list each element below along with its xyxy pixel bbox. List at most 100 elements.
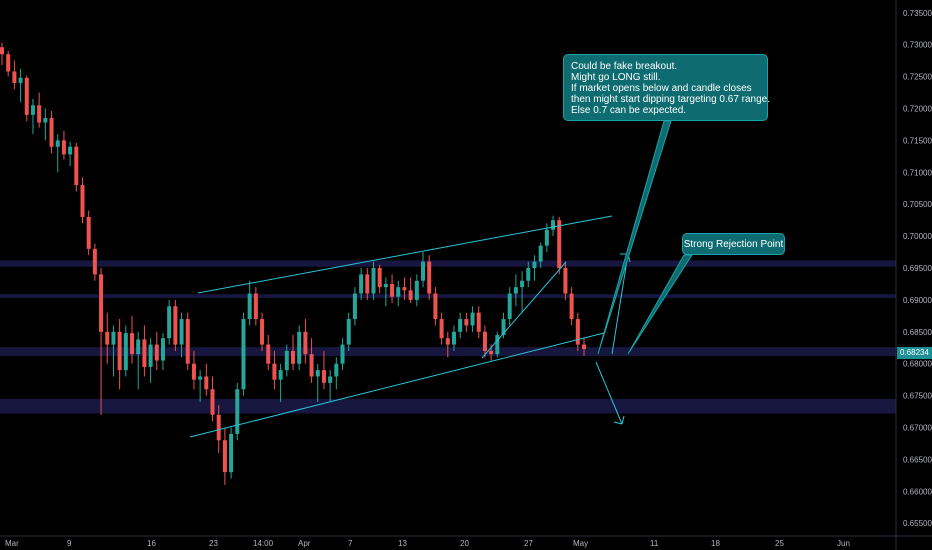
price-tick-label: 0.66500 xyxy=(903,455,932,464)
candle xyxy=(569,287,574,326)
price-tick-label: 0.68500 xyxy=(903,328,932,337)
candle xyxy=(253,287,258,326)
candle xyxy=(272,350,277,390)
price-tick-label: 0.70500 xyxy=(903,200,932,209)
price-tick-label: 0.65500 xyxy=(903,519,932,528)
note-line-5: Else 0.7 can be expected. xyxy=(571,105,687,116)
candle xyxy=(61,130,66,160)
candle xyxy=(334,357,339,390)
candle xyxy=(185,312,190,371)
candle xyxy=(309,338,314,383)
candle xyxy=(105,312,110,364)
channel-upper-line[interactable] xyxy=(197,215,613,294)
candle xyxy=(390,274,395,304)
candle xyxy=(284,344,289,377)
candle xyxy=(526,261,531,288)
inner-trend-line[interactable] xyxy=(481,261,567,359)
candle xyxy=(123,325,128,377)
candle xyxy=(154,331,159,371)
candle xyxy=(470,306,475,332)
price-tick-label: 0.69500 xyxy=(903,264,932,273)
candle xyxy=(291,335,295,371)
candle xyxy=(111,325,116,377)
candle xyxy=(260,312,265,351)
candle xyxy=(204,363,209,396)
candle xyxy=(179,312,184,358)
zone-top[interactable] xyxy=(0,260,896,267)
candle xyxy=(68,141,73,166)
candle xyxy=(74,142,79,192)
candle xyxy=(247,280,252,326)
candle xyxy=(55,134,60,173)
candle xyxy=(43,108,48,141)
price-tick-label: 0.72500 xyxy=(903,73,932,82)
projection-down-arrowhead-a[interactable] xyxy=(613,421,623,425)
projection-up-arrow[interactable] xyxy=(611,253,629,355)
candle xyxy=(315,363,320,402)
candle xyxy=(495,331,500,358)
price-tick-label: 0.73000 xyxy=(903,41,932,50)
candle xyxy=(167,299,172,345)
candle xyxy=(371,261,376,300)
price-tick-label: 0.73500 xyxy=(903,9,932,18)
candle xyxy=(266,335,271,371)
candle xyxy=(402,277,407,300)
candle xyxy=(148,338,153,383)
candle xyxy=(117,319,122,390)
candle xyxy=(216,405,221,454)
price-tick-label: 0.66000 xyxy=(903,487,932,496)
zone-mid[interactable] xyxy=(0,294,896,298)
trend-drawings xyxy=(189,120,693,438)
candle xyxy=(99,268,104,415)
candle xyxy=(297,325,302,371)
time-tick-label: 20 xyxy=(460,539,469,548)
zone-bottom[interactable] xyxy=(0,398,896,414)
candle xyxy=(136,331,141,390)
candle xyxy=(321,350,326,390)
note-line-4: then might start dipping targeting 0.67 … xyxy=(571,94,771,105)
candle xyxy=(80,177,85,224)
note-line-3: If market opens below and candle closes xyxy=(571,83,752,94)
rejection-point-callout[interactable]: Strong Rejection Point xyxy=(682,233,785,255)
candle xyxy=(142,325,147,377)
current-price-label: 0.68234 xyxy=(897,347,932,359)
candle xyxy=(235,382,240,441)
candle xyxy=(37,92,42,128)
candle xyxy=(229,427,234,479)
candle xyxy=(532,255,537,281)
candle xyxy=(414,274,419,307)
candle xyxy=(86,210,91,256)
candle xyxy=(433,287,438,326)
candle xyxy=(210,376,215,422)
projection-down-arrowhead-b[interactable] xyxy=(621,415,625,425)
channel-lower-line[interactable] xyxy=(189,332,605,438)
price-tick-label: 0.67500 xyxy=(903,392,932,401)
candle xyxy=(451,325,456,351)
time-tick-label: 7 xyxy=(348,539,353,548)
time-tick-label: 23 xyxy=(209,539,218,548)
projection-down-arrow[interactable] xyxy=(595,361,623,425)
time-tick-label: 18 xyxy=(711,539,720,548)
time-axis[interactable]: Mar 9 16 23 14:00 Apr 7 13 20 27 May 11 18 25 Jun xyxy=(5,539,850,548)
candle xyxy=(563,261,568,300)
candle xyxy=(582,338,586,357)
price-axis[interactable]: 0.73500 0.73000 0.72500 0.72000 0.71500 0.710… xyxy=(903,9,932,528)
candle xyxy=(421,252,426,288)
price-tick-label: 0.67000 xyxy=(903,424,932,433)
candle xyxy=(439,312,444,345)
candle xyxy=(427,255,432,300)
time-tick-label: 11 xyxy=(650,539,659,548)
note-line-2: Might go LONG still. xyxy=(571,72,661,83)
candle xyxy=(346,312,351,351)
candle xyxy=(464,312,469,332)
candle xyxy=(340,338,345,371)
breakout-note-callout[interactable]: Could be fake breakout. Might go LONG st… xyxy=(563,54,771,121)
candle xyxy=(24,75,29,122)
candle xyxy=(222,427,227,485)
candle xyxy=(18,68,23,103)
note-line-1: Could be fake breakout. xyxy=(571,61,678,72)
candle xyxy=(191,350,196,390)
candle xyxy=(130,315,135,364)
time-tick-label: 16 xyxy=(147,539,156,548)
